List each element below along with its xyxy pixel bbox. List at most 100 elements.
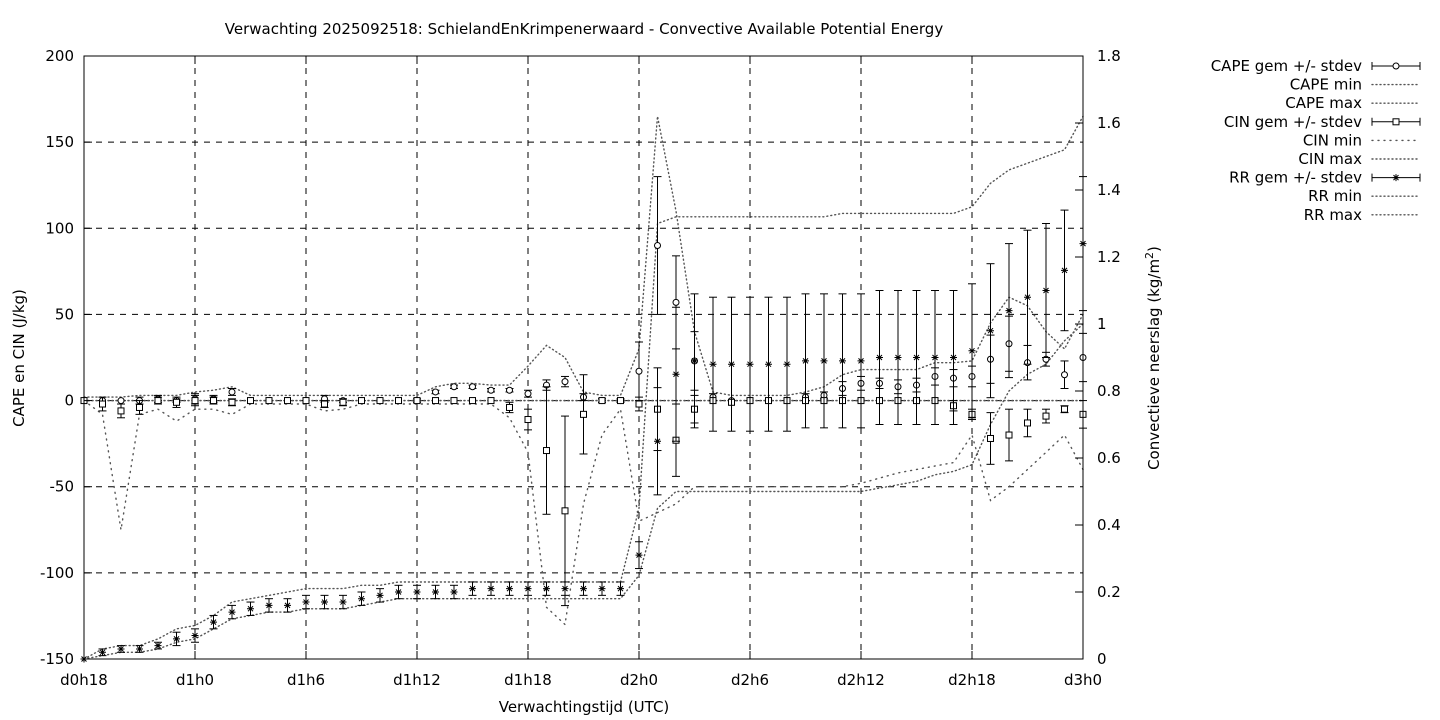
y2-tick-label: 1 — [1097, 315, 1107, 333]
cin-point — [191, 397, 199, 405]
y2-tick-label: 1.4 — [1097, 181, 1121, 199]
y-tick-label: 0 — [64, 392, 74, 410]
chart-title: Verwachting 2025092518: SchielandEnKrimp… — [225, 20, 944, 38]
cape-point — [561, 378, 569, 386]
x-tick-label: d2h18 — [948, 671, 996, 689]
y2-tick-label: 1.2 — [1097, 248, 1121, 266]
rr-point — [598, 585, 606, 593]
cin-point — [506, 403, 513, 411]
y-tick-label: -150 — [40, 650, 74, 668]
x-tick-label: d1h18 — [504, 671, 552, 689]
x-tick-label: d0h18 — [60, 671, 108, 689]
cin-point — [580, 410, 587, 418]
x-axis-ticks: d0h18 d1h0 d1h6 d1h12 d1h18 d2h0 d2h6 d2h12 d2h1… — [60, 56, 1102, 689]
cape-point — [1061, 371, 1068, 379]
y-tick-label: 150 — [45, 133, 74, 151]
cin-point — [154, 397, 162, 405]
y2-axis-label-main: Convectieve neerslag (kg/m — [1145, 259, 1163, 470]
x-tick-label: d1h12 — [393, 671, 441, 689]
y2-tick-label: 0.8 — [1097, 382, 1121, 400]
plot-frame — [83, 55, 1084, 660]
rr-point — [876, 354, 883, 361]
rr-point — [728, 360, 735, 368]
cin-point — [524, 416, 532, 424]
cin-point — [413, 397, 421, 405]
y-tick-label: -100 — [40, 564, 74, 582]
rr-point — [913, 354, 920, 361]
rr-point — [432, 588, 439, 596]
cin-point — [1024, 419, 1031, 427]
cin-point — [543, 447, 550, 455]
cin-point — [1042, 412, 1050, 420]
cin-point — [117, 407, 125, 415]
rr-point — [376, 591, 384, 599]
cin-point — [99, 400, 106, 408]
rr-point — [765, 360, 772, 368]
cape-point — [469, 383, 476, 391]
rr-point — [506, 585, 513, 593]
rr-point — [839, 357, 846, 365]
cin-point — [321, 400, 328, 408]
y2-tick-label: 0 — [1097, 650, 1107, 668]
cin-point — [469, 397, 476, 405]
y2-tick-label: 0.2 — [1097, 583, 1121, 601]
rr-point — [672, 370, 680, 378]
rr-point — [191, 632, 199, 640]
rr-point — [173, 635, 180, 643]
rr-point — [487, 585, 495, 593]
legend-label: CIN min — [1303, 131, 1362, 149]
rr-point — [1024, 293, 1031, 301]
rr-point — [783, 360, 791, 368]
cin-point — [247, 397, 254, 405]
cape-point — [635, 367, 643, 375]
rr-point — [469, 585, 476, 593]
x-tick-label: d2h6 — [731, 671, 769, 689]
rr-point — [857, 357, 865, 365]
rr-point — [450, 588, 458, 596]
cape-point — [228, 388, 236, 396]
cin-point — [284, 397, 291, 405]
rr-point — [746, 360, 754, 368]
cin-point — [173, 398, 180, 406]
cape-point — [506, 386, 513, 394]
cin-point — [987, 434, 994, 442]
legend-label: CAPE gem +/- stdev — [1211, 57, 1362, 75]
cin-point — [358, 397, 365, 405]
y-tick-label: 50 — [55, 305, 74, 323]
rr-point — [284, 601, 291, 609]
rr-point — [302, 598, 310, 606]
y-axis-ticks: -150 -100 -50 0 50 100 150 200 — [40, 47, 92, 668]
cape-point — [672, 298, 680, 306]
y2-axis-label-superscript: 2 — [1143, 252, 1156, 259]
data-series — [80, 115, 1087, 663]
cin-point — [1061, 405, 1068, 413]
cape-point — [432, 388, 439, 396]
cape-point — [487, 386, 495, 394]
rr-min-line — [83, 323, 1084, 660]
rr-point — [210, 618, 217, 626]
rr-point — [968, 347, 976, 355]
cin-point — [635, 400, 643, 408]
rr-point — [228, 608, 236, 616]
rr-point — [136, 645, 143, 653]
y2-tick-label: 1.6 — [1097, 114, 1121, 132]
x-tick-label: d3h0 — [1064, 671, 1102, 689]
cin-point — [265, 397, 273, 405]
cin-point — [302, 397, 310, 405]
rr-point — [1042, 287, 1050, 294]
cape-point — [450, 383, 458, 391]
x-tick-label: d1h6 — [287, 671, 325, 689]
rr-point — [691, 357, 698, 365]
cin-point — [395, 397, 402, 405]
legend-label: RR gem +/- stdev — [1229, 169, 1362, 187]
rr-point — [802, 357, 809, 365]
y2-tick-label: 0.6 — [1097, 449, 1121, 467]
legend-label: CAPE min — [1290, 76, 1362, 94]
y-tick-label: -50 — [50, 478, 75, 496]
rr-point — [339, 598, 347, 606]
cin-point — [136, 403, 143, 411]
y2-axis-ticks: 0 0.2 0.4 0.6 0.8 1 1.2 1.4 1.6 1.8 — [1075, 47, 1121, 668]
cape-point — [117, 397, 125, 405]
cin-point — [376, 397, 384, 405]
